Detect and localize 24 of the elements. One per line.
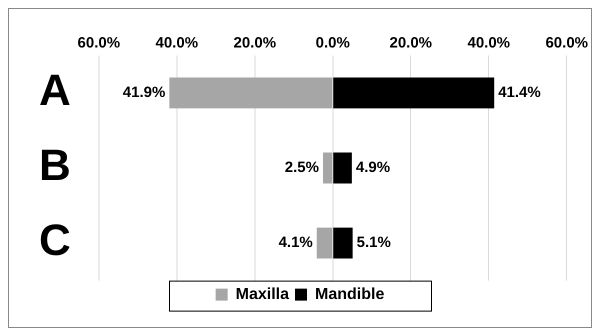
y-tick-label: A [38, 66, 71, 116]
x-tick-label: 60.0% [78, 34, 120, 52]
bar [333, 228, 353, 259]
data-label: 41.9% [122, 84, 166, 102]
bar [316, 228, 332, 259]
bar [323, 152, 332, 184]
x-tick-label: 40.0% [155, 34, 198, 52]
data-label: 41.4% [498, 84, 541, 102]
data-label: 5.1% [356, 234, 391, 252]
data-label: 2.5% [284, 159, 320, 176]
bar [169, 77, 332, 108]
x-tick-label: 0.0% [316, 34, 350, 52]
y-tick-label: B [38, 141, 71, 190]
legend-label: Maxilla [236, 286, 290, 304]
data-label: 4.9% [356, 159, 390, 176]
x-tick-label: 40.0% [467, 34, 510, 52]
bar [333, 152, 352, 184]
x-tick-label: 60.0% [545, 34, 588, 52]
legend-label: Mandible [315, 286, 384, 304]
x-tick-label: 20.0% [389, 34, 432, 52]
y-tick-label: C [38, 216, 71, 266]
x-tick-label: 20.0% [233, 34, 276, 52]
data-label: 4.1% [278, 234, 313, 252]
bar [333, 77, 494, 108]
